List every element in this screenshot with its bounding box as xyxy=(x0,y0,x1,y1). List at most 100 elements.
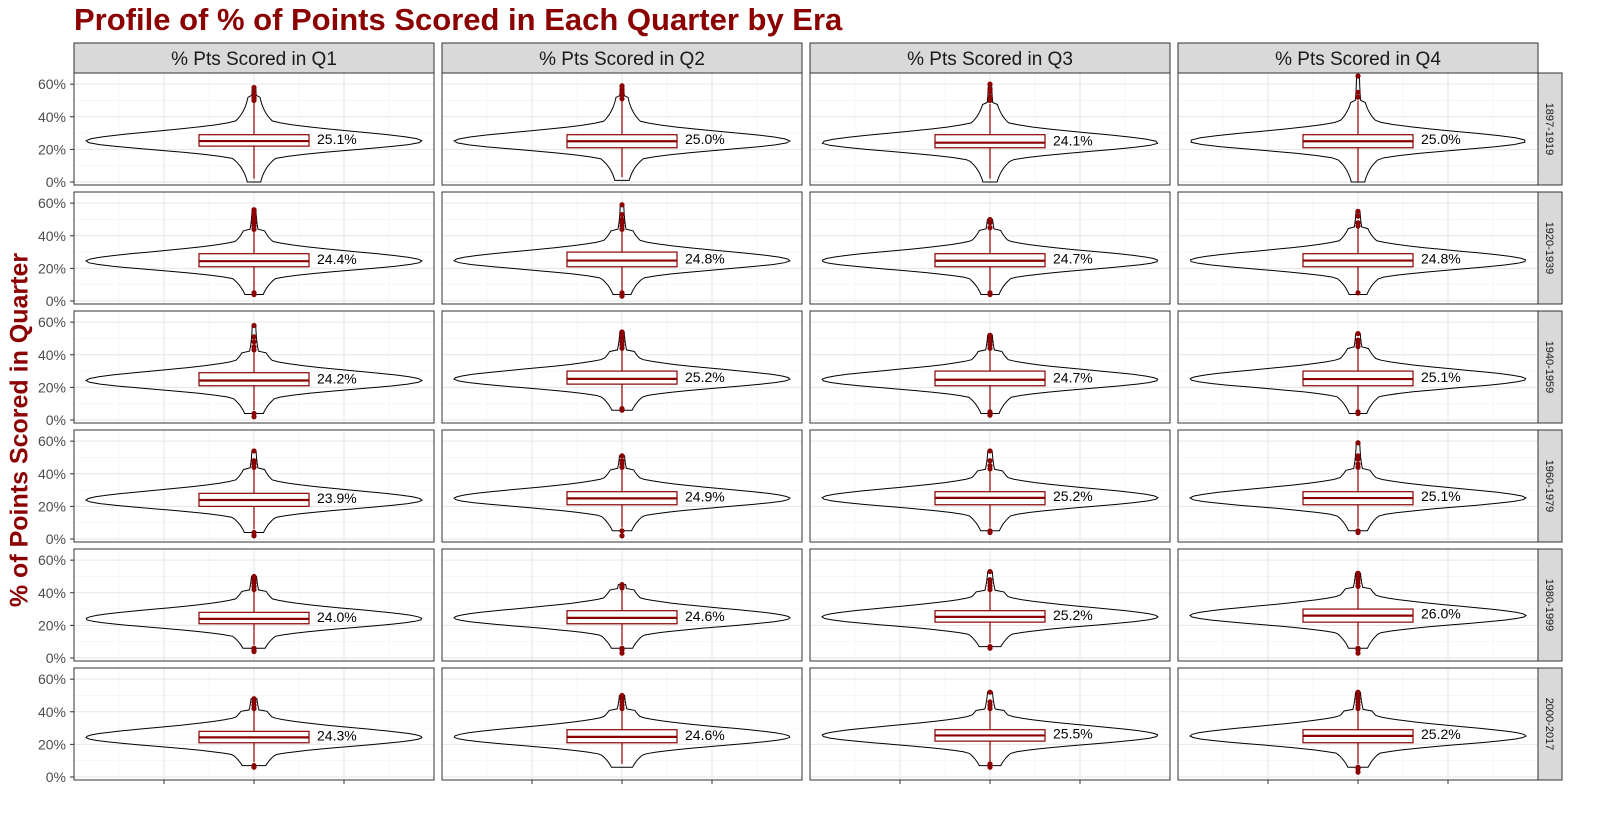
facet-panel: 25.1% xyxy=(1177,310,1539,424)
panel-border xyxy=(1177,429,1539,543)
outlier-point xyxy=(987,643,993,650)
panel-border xyxy=(73,310,435,424)
outlier-point xyxy=(987,458,993,464)
facet-strip-row-label: 1940-1959 xyxy=(1543,341,1555,394)
panel-border xyxy=(809,548,1171,662)
facet-panel: 25.2% xyxy=(441,310,803,424)
outlier-point xyxy=(1355,689,1361,695)
outlier-point xyxy=(987,689,993,695)
median-label: 24.8% xyxy=(1421,251,1461,267)
outlier-point xyxy=(1355,73,1361,79)
panel-border xyxy=(809,72,1171,186)
outlier-point xyxy=(251,322,257,329)
outlier-point xyxy=(1355,461,1361,467)
outlier-point xyxy=(251,290,257,296)
y-tick-label: 60% xyxy=(38,433,66,449)
outlier-point xyxy=(987,81,993,87)
outlier-point xyxy=(1355,528,1361,534)
y-tick-label: 40% xyxy=(38,466,66,482)
outlier-point xyxy=(619,582,625,588)
facet-panel: 23.9% xyxy=(73,429,435,543)
outlier-point xyxy=(1355,440,1361,446)
facet-panel: 24.8% xyxy=(441,191,803,305)
outlier-point xyxy=(619,645,625,651)
facet-panel: 25.2% xyxy=(809,429,1171,543)
median-label: 25.2% xyxy=(1053,488,1093,504)
y-tick-label: 40% xyxy=(38,585,66,601)
facet-panel: 24.8% xyxy=(1177,191,1539,305)
facet-strip-column xyxy=(73,42,435,74)
facet-strip-label: % Pts Scored in Q1 xyxy=(171,49,337,70)
y-tick-label: 40% xyxy=(38,347,66,363)
outlier-point xyxy=(619,405,625,412)
violin-shape xyxy=(453,695,791,768)
outlier-point xyxy=(1355,337,1361,343)
outlier-point xyxy=(251,344,257,350)
facet-panel: 24.9% xyxy=(441,429,803,543)
facet-strip-label: % Pts Scored in Q3 xyxy=(907,49,1073,70)
violin-shape xyxy=(821,219,1159,295)
y-tick-label: 20% xyxy=(38,379,66,395)
facet-strip-row xyxy=(1537,72,1563,186)
outlier-point xyxy=(987,568,993,575)
outlier-point xyxy=(1355,220,1361,226)
outlier-point xyxy=(619,329,625,335)
facet-panel: 24.4% xyxy=(73,191,435,305)
outlier-point xyxy=(619,83,625,89)
outlier-point xyxy=(1355,89,1361,95)
outlier-point xyxy=(1355,94,1361,100)
outlier-point xyxy=(251,334,257,340)
facet-panel: 24.7% xyxy=(809,310,1171,424)
median-label: 25.1% xyxy=(1421,369,1461,385)
facet-strip-label: % Pts Scored in Q4 xyxy=(1275,49,1441,70)
facet-panel: 25.5% xyxy=(809,667,1171,784)
y-tick-label: 20% xyxy=(38,736,66,752)
facet-strip-row-label: 2000-2017 xyxy=(1543,698,1555,751)
outlier-point xyxy=(619,211,625,218)
facet-strip-label: % Pts Scored in Q2 xyxy=(539,49,705,70)
median-label: 24.1% xyxy=(1053,133,1093,149)
outlier-point xyxy=(251,448,257,454)
outlier-point xyxy=(1355,570,1361,576)
panel-border xyxy=(809,191,1171,305)
outlier-point xyxy=(251,94,257,100)
facet-strip-column xyxy=(441,42,803,74)
y-tick-label: 0% xyxy=(46,650,66,666)
median-label: 24.3% xyxy=(317,727,357,743)
panel-border xyxy=(1177,548,1539,662)
median-label: 25.2% xyxy=(1053,607,1093,623)
box-iqr xyxy=(566,370,678,385)
facet-strip-row xyxy=(1537,548,1563,662)
facet-strip-row-label: 1920-1939 xyxy=(1543,222,1555,275)
outlier-point xyxy=(987,528,993,534)
median-label: 24.7% xyxy=(1053,370,1093,386)
outlier-point xyxy=(251,762,257,769)
median-label: 24.9% xyxy=(685,488,725,504)
outlier-point xyxy=(1355,645,1361,651)
violin-shape xyxy=(85,698,423,767)
outlier-point xyxy=(619,216,625,223)
median-label: 25.2% xyxy=(1421,726,1461,742)
panel-border xyxy=(441,429,803,543)
facet-strip-row-label: 1980-1999 xyxy=(1543,579,1555,632)
outlier-point xyxy=(1355,213,1361,219)
outlier-point xyxy=(619,458,625,464)
facet-panel: 24.6% xyxy=(441,667,803,784)
outlier-point xyxy=(251,645,257,651)
outlier-point xyxy=(987,290,993,296)
outlier-point xyxy=(987,332,993,338)
panel-border xyxy=(73,429,435,543)
panel-border xyxy=(441,310,803,424)
y-tick-label: 60% xyxy=(38,195,66,211)
facet-strip-row-label: 1897-1919 xyxy=(1543,103,1555,156)
y-tick-label: 20% xyxy=(38,498,66,514)
outlier-point xyxy=(1355,764,1361,770)
y-tick-label: 0% xyxy=(46,412,66,428)
median-label: 25.5% xyxy=(1053,725,1093,741)
outlier-point xyxy=(251,89,257,95)
outlier-point xyxy=(251,410,257,417)
outlier-point xyxy=(987,761,993,767)
facet-panel: 24.0% xyxy=(73,548,435,662)
facet-panel: 24.6% xyxy=(441,548,803,662)
